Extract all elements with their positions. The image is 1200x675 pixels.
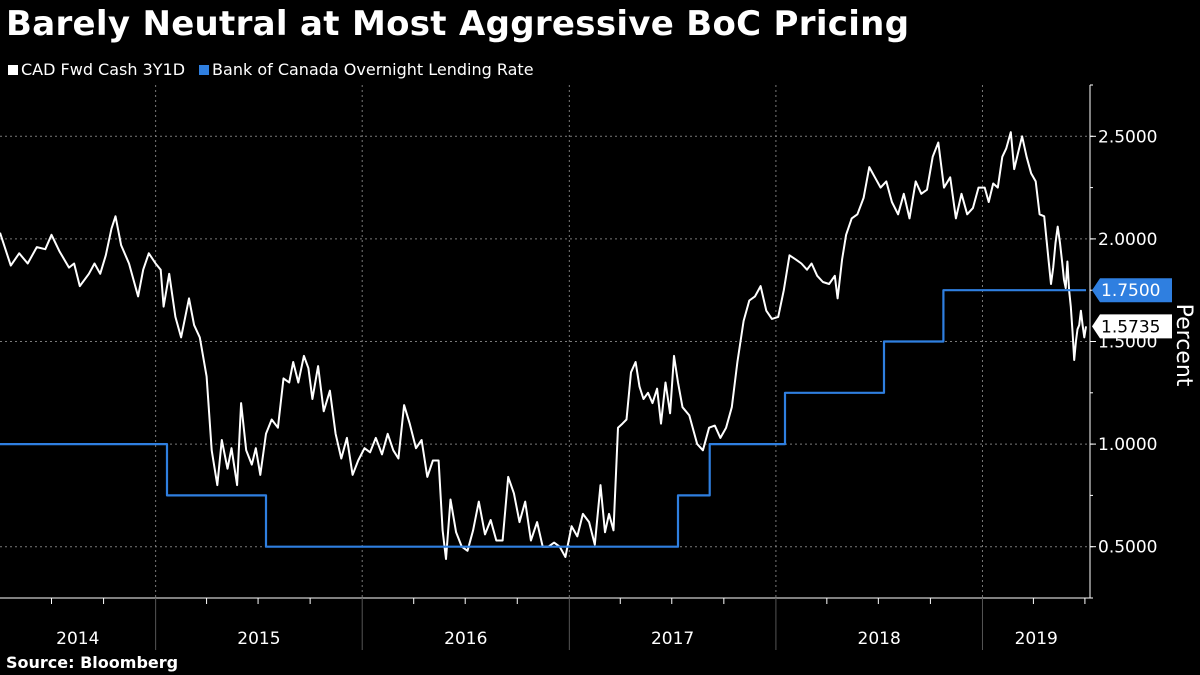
flag-cad-fwd: 1.5735 xyxy=(1092,314,1172,339)
flag-boc-rate-text: 1.7500 xyxy=(1101,281,1160,301)
legend-swatch-cad-fwd xyxy=(8,64,18,75)
chart-title: Barely Neutral at Most Aggressive BoC Pr… xyxy=(6,4,910,44)
legend-label-cad-fwd: CAD Fwd Cash 3Y1D xyxy=(21,60,186,79)
series-line-boc-rate xyxy=(0,289,1086,548)
x-tick-label: 2019 xyxy=(1015,629,1058,649)
flag-boc-rate: 1.7500 xyxy=(1092,278,1172,303)
x-tick-label: 2016 xyxy=(444,629,487,649)
x-tick-label: 2017 xyxy=(651,629,694,649)
y-tick-label: 2.0000 xyxy=(1098,230,1157,250)
x-tick-label: 2015 xyxy=(237,629,280,649)
legend-label-boc-rate: Bank of Canada Overnight Lending Rate xyxy=(212,60,534,79)
x-tick-label: 2014 xyxy=(56,629,99,649)
value-flags: 1.7500 1.5735 xyxy=(1092,278,1172,339)
legend-item-cad-fwd: CAD Fwd Cash 3Y1D xyxy=(8,60,185,79)
flag-cad-fwd-box xyxy=(1092,314,1172,339)
y-tick-label: 2.5000 xyxy=(1098,127,1157,147)
series-lines xyxy=(0,131,1087,560)
gridlines xyxy=(0,85,1090,598)
flag-cad-fwd-text: 1.5735 xyxy=(1101,317,1160,337)
flag-boc-rate-box xyxy=(1092,278,1172,303)
legend-swatch-boc-rate xyxy=(199,64,210,75)
y-axis-label: Percent xyxy=(1171,304,1196,387)
y-tick-label: 0.5000 xyxy=(1098,538,1157,558)
series-line-cad-fwd xyxy=(0,131,1087,560)
y-tick-label: 1.0000 xyxy=(1098,435,1157,455)
legend: CAD Fwd Cash 3Y1D Bank of Canada Overnig… xyxy=(8,60,534,79)
x-tick-label: 2018 xyxy=(858,629,901,649)
legend-item-boc-rate: Bank of Canada Overnight Lending Rate xyxy=(199,60,534,79)
source-note: Source: Bloomberg xyxy=(6,653,179,672)
